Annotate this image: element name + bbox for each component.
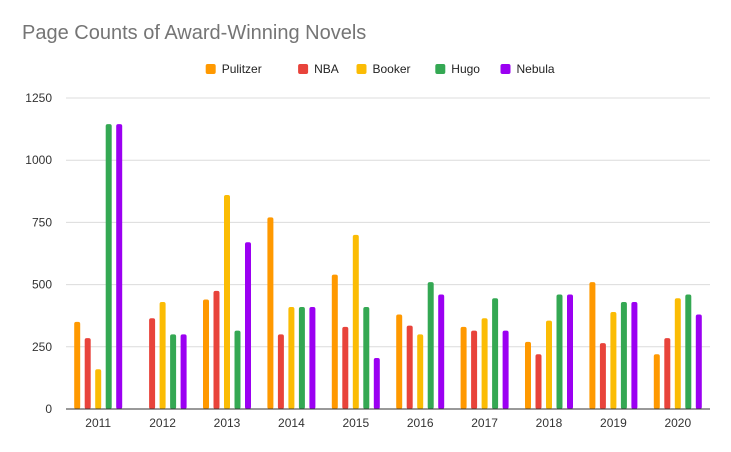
axes: 0 250 500 750 1000 1250 2011 2012 2013 2014 2015 20… [25,91,710,430]
bar-booker-2018 [546,320,552,409]
bar-nba-2017 [471,330,478,409]
bar-pulitzer-2018 [525,341,531,409]
y-tick-label: 1000 [25,153,52,167]
bar-pulitzer-2015 [331,274,338,409]
bar-nebula-2020 [695,314,702,409]
legend-swatch-nba [298,64,309,74]
bar-pulitzer-2019 [589,282,596,409]
bar-nebula-2017 [502,330,509,409]
legend-swatch-pulitzer [205,64,216,74]
bar-nebula-2013 [245,242,251,409]
legend: Pulitzer NBA Booker Hugo Nebula [205,62,555,76]
legend-label-hugo: Hugo [451,62,480,76]
bar-pulitzer-2017 [460,326,467,409]
legend-swatch-hugo [435,64,446,74]
x-tick-label: 2017 [471,416,498,430]
bar-nba-2019 [599,343,606,409]
x-tick-label: 2016 [407,416,434,430]
y-tick-label: 750 [32,215,52,229]
x-tick-label: 2018 [536,416,563,430]
legend-label-pulitzer: Pulitzer [222,62,262,76]
bar-nebula-2015 [373,357,380,409]
bar-hugo-2018 [556,294,563,409]
bar-hugo-2017 [492,298,499,409]
bar-booker-2017 [481,318,488,409]
bar-pulitzer-2011 [74,321,81,409]
chart-title: Page Counts of Award-Winning Novels [22,22,367,44]
bar-booker-2016 [417,334,424,409]
bar-hugo-2011 [105,124,112,410]
bar-booker-2011 [95,369,102,409]
y-tick-label: 1250 [25,91,52,105]
bar-pulitzer-2016 [396,314,403,409]
x-tick-label: 2013 [214,416,241,430]
bar-nba-2013 [213,290,220,409]
y-tick-label: 0 [45,402,52,416]
bar-nba-2014 [277,334,284,409]
bar-nebula-2012 [180,334,187,409]
bar-hugo-2016 [427,282,434,409]
bar-booker-2012 [159,302,166,409]
bar-hugo-2019 [620,302,627,409]
bar-booker-2019 [610,311,617,409]
bar-hugo-2013 [234,330,241,409]
bar-booker-2014 [288,306,295,409]
bar-nba-2020 [664,338,671,409]
bar-booker-2020 [674,298,681,409]
bar-booker-2013 [224,195,230,409]
bar-nba-2011 [84,338,91,409]
bar-nba-2016 [406,325,413,409]
bar-pulitzer-2014 [267,217,274,409]
legend-label-booker: Booker [373,62,411,76]
bar-hugo-2014 [298,306,305,409]
x-tick-label: 2020 [664,416,691,430]
legend-label-nebula: Nebula [517,62,555,76]
legend-swatch-booker [356,64,367,74]
bar-nebula-2019 [631,302,638,409]
x-tick-label: 2012 [149,416,176,430]
bar-hugo-2020 [685,294,692,409]
x-tick-label: 2019 [600,416,627,430]
bar-nebula-2018 [567,294,573,409]
x-tick-label: 2015 [342,416,369,430]
legend-swatch-nebula [500,64,511,74]
bar-nebula-2011 [116,124,123,410]
bars [74,124,702,410]
bar-hugo-2015 [363,306,370,409]
bar-nebula-2016 [438,294,445,409]
bar-nba-2012 [149,318,156,409]
bar-nba-2015 [342,326,349,409]
bar-booker-2015 [352,234,359,409]
bar-hugo-2012 [170,334,177,409]
bar-nba-2018 [535,354,542,409]
x-tick-label: 2011 [85,416,111,430]
x-tick-label: 2014 [278,416,305,430]
bar-pulitzer-2013 [203,299,209,409]
legend-label-nba: NBA [314,62,339,76]
y-tick-label: 250 [32,340,52,354]
bar-nebula-2014 [309,306,316,409]
y-tick-label: 500 [32,278,52,292]
bar-pulitzer-2020 [653,354,660,409]
